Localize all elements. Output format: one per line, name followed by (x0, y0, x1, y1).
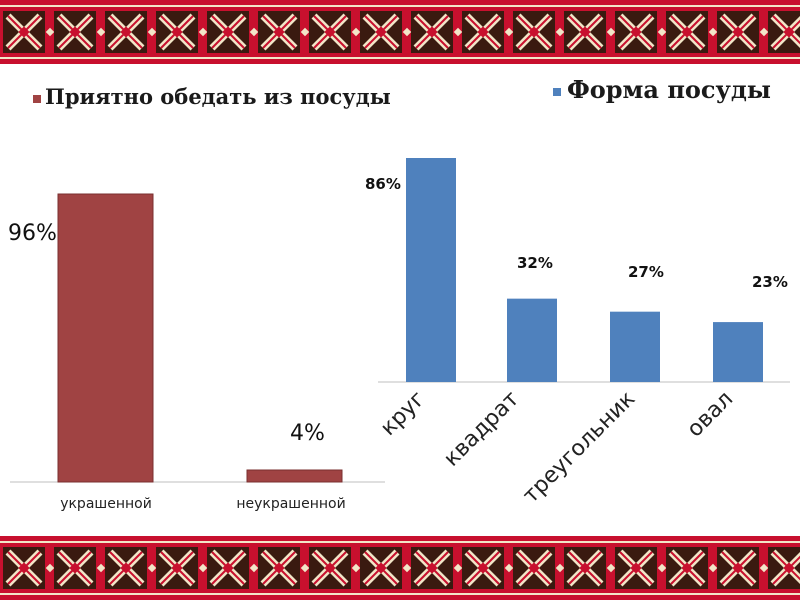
ornament-motif (513, 11, 565, 53)
right-bar-0 (406, 158, 456, 382)
left-data-label-1: 4% (290, 421, 325, 446)
ornament-motif (258, 11, 310, 53)
right-category-label-2: треугольник (518, 387, 640, 509)
right-data-label-3: 23% (752, 273, 788, 291)
right-data-label-2: 27% (628, 263, 664, 281)
right-bar-3 (713, 322, 763, 382)
ornament-motif (207, 547, 259, 589)
left-chart-legend: Приятно обедать из посуды (33, 84, 391, 109)
ornament-motif (717, 547, 769, 589)
right-bar-2 (610, 311, 660, 382)
ornament-motif (258, 547, 310, 589)
legend-label-right: Форма посуды (567, 75, 771, 104)
ornament-motif (360, 11, 412, 53)
left-data-label-0: 96% (8, 221, 57, 246)
ornament-motif (105, 11, 157, 53)
ornament-motif (3, 547, 55, 589)
legend-swatch-right (553, 87, 561, 96)
ornament-motif (207, 11, 259, 53)
ornament-motif (411, 11, 463, 53)
ornament-motif (717, 11, 769, 53)
right-category-label-3: овал (682, 387, 738, 443)
ornament-motif (462, 547, 514, 589)
ornament-motif (411, 547, 463, 589)
right-category-label-0: круг (376, 387, 430, 441)
ornament-border-top (0, 0, 800, 64)
left-category-label-0: украшенной (60, 496, 152, 512)
legend-swatch-left (33, 94, 41, 103)
ornament-motif (54, 547, 106, 589)
right-chart-legend: Форма посуды (553, 75, 771, 104)
ornament-motif (666, 547, 718, 589)
legend-label-left: Приятно обедать из посуды (45, 84, 391, 109)
ornament-motif (156, 11, 208, 53)
left-bar-0 (57, 193, 154, 483)
ornament-motif (309, 547, 361, 589)
ornament-motif (54, 11, 106, 53)
ornament-motif (156, 547, 208, 589)
ornament-border-bottom (0, 536, 800, 600)
ornament-motif (105, 547, 157, 589)
left-bar-1 (246, 469, 343, 483)
ornament-motif (615, 11, 667, 53)
right-data-label-1: 32% (517, 254, 553, 272)
left-category-label-1: неукрашенной (236, 496, 345, 512)
ornament-motif (3, 11, 55, 53)
ornament-motif (513, 547, 565, 589)
right-bar-1 (507, 298, 557, 382)
right-data-label-0: 86% (365, 175, 401, 193)
ornament-motif (564, 547, 616, 589)
ornament-motif (462, 11, 514, 53)
ornament-motif (309, 11, 361, 53)
right-category-label-1: квадрат (439, 386, 524, 471)
ornament-motif (564, 11, 616, 53)
